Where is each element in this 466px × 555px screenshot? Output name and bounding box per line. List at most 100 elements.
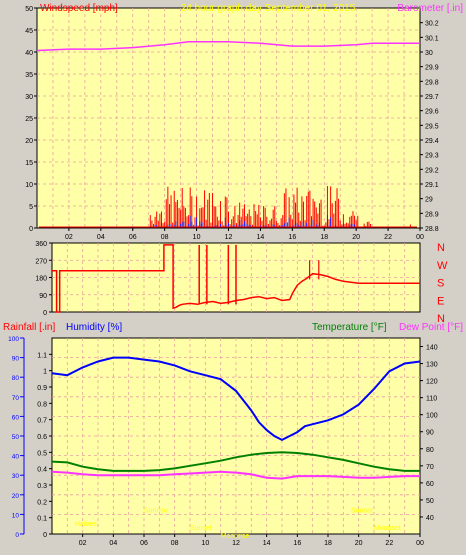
dir-tick-label: 0: [43, 310, 47, 317]
rain-tick-label: 0.6: [37, 434, 47, 441]
humidity-tick-label: 10: [12, 512, 20, 519]
x-tick-label: 08: [171, 540, 179, 547]
x-tick-label: 12: [232, 540, 240, 547]
rain-tick-label: 0.1: [37, 516, 47, 523]
astro-annotation: Sunset: [190, 525, 212, 532]
baro-tick-label: 29.8: [425, 79, 439, 86]
x-tick-label: 06: [129, 234, 137, 241]
baro-tick-label: 29.1: [425, 182, 439, 189]
baro-tick-label: 30: [425, 50, 433, 57]
x-tick-label: 14: [257, 234, 265, 241]
x-tick-label: 04: [97, 234, 105, 241]
humidity-tick-label: 100: [8, 336, 19, 343]
chart-title: 24 hour graph day September 01, 2015: [181, 3, 356, 14]
x-tick-label: 22: [385, 540, 393, 547]
rain-tick-label: 0: [43, 532, 47, 539]
barometer-line: [36, 40, 420, 52]
x-tick-label: 02: [65, 234, 73, 241]
dir-tick-label: 360: [35, 241, 47, 248]
rain-tick-label: 0.3: [37, 483, 47, 490]
humidity-tick-label: 60: [12, 414, 20, 421]
x-tick-label: 10: [193, 234, 201, 241]
baro-tick-label: 29.3: [425, 153, 439, 160]
rain-tick-label: 0.9: [37, 385, 47, 392]
x-tick-label: 16: [293, 540, 301, 547]
compass-label: E: [437, 295, 444, 307]
baro-tick-label: 29: [425, 197, 433, 204]
wind-tick-label: 10: [25, 182, 33, 189]
wind-tick-label: 45: [25, 28, 33, 35]
dewpoint-axis-title: Dew Point [°F]: [399, 322, 463, 333]
x-tick-label: 20: [355, 540, 363, 547]
rain-tick-label: 1: [43, 369, 47, 376]
astro-annotation: Moonset: [374, 525, 401, 532]
baro-tick-label: 28.9: [425, 211, 439, 218]
wind-axis-title: Windspeed [mph]: [40, 3, 118, 14]
x-tick-label: 00: [416, 234, 424, 241]
humidity-tick-label: 20: [12, 493, 20, 500]
compass-label: S: [437, 278, 444, 290]
temp-tick-label: 140: [426, 345, 438, 352]
humidity-tick-label: 30: [12, 473, 20, 480]
compass-label: N: [437, 242, 445, 254]
baro-tick-label: 29.4: [425, 138, 439, 145]
baro-tick-label: 29.2: [425, 167, 439, 174]
wind-tick-label: 35: [25, 72, 33, 79]
baro-tick-label: 29.7: [425, 94, 439, 101]
temperature-axis-title: Temperature [°F]: [312, 322, 387, 333]
temperature-line: [51, 451, 420, 472]
x-tick-label: 18: [320, 234, 328, 241]
compass-label: N: [437, 313, 445, 325]
wind-tick-label: 50: [25, 6, 33, 13]
humidity-tick-label: 80: [12, 375, 20, 382]
wind-tick-label: 0: [29, 226, 33, 233]
wind-tick-label: 5: [29, 204, 33, 211]
temp-tick-label: 50: [426, 498, 434, 505]
humidity-tick-label: 70: [12, 395, 20, 402]
astro-annotation: Sunrise: [144, 507, 168, 514]
humidity-tick-label: 40: [12, 454, 20, 461]
x-tick-label: 14: [263, 540, 271, 547]
humidity-tick-label: 50: [12, 434, 20, 441]
x-tick-label: 02: [79, 540, 87, 547]
x-tick-label: 22: [384, 234, 392, 241]
rain-tick-label: 0.4: [37, 467, 47, 474]
x-tick-label: 08: [161, 234, 169, 241]
direction-line: [52, 244, 420, 313]
baro-tick-label: 30.1: [425, 35, 439, 42]
baro-tick-label: 29.9: [425, 65, 439, 72]
temp-tick-label: 110: [426, 396, 437, 403]
rain-tick-label: 0.2: [37, 499, 47, 506]
baro-tick-label: 28.8: [425, 226, 439, 233]
astro-annotation: Moonrise: [221, 533, 250, 540]
astro-annotation: Sunset: [351, 507, 373, 514]
dir-tick-label: 270: [35, 258, 47, 265]
humidity-line: [51, 356, 421, 442]
humidity-tick-label: 90: [12, 356, 20, 363]
rainfall-axis-title: Rainfall [.in]: [3, 322, 55, 333]
humidity-tick-label: 0: [15, 532, 19, 539]
rain-tick-label: 1.1: [37, 352, 47, 359]
humidity-axis-title: Humidity [%]: [66, 322, 122, 333]
dir-tick-label: 180: [35, 276, 47, 283]
x-tick-label: 06: [140, 540, 148, 547]
temp-tick-label: 100: [426, 413, 438, 420]
temp-tick-label: 130: [426, 362, 438, 369]
rain-tick-label: 0.7: [37, 418, 47, 425]
wind-tick-label: 20: [25, 138, 33, 145]
astro-annotation: Haloes: [75, 521, 97, 528]
x-tick-label: 16: [288, 234, 296, 241]
wind-tick-label: 15: [25, 160, 33, 167]
wind-tick-label: 40: [25, 50, 33, 57]
wind-tick-label: 25: [25, 116, 33, 123]
temp-tick-label: 60: [426, 481, 434, 488]
baro-tick-label: 30.2: [425, 21, 439, 28]
rain-tick-label: 0.8: [37, 401, 47, 408]
rain-tick-label: 0.5: [37, 450, 47, 457]
compass-label: W: [437, 260, 448, 272]
temp-tick-label: 120: [426, 379, 438, 386]
baro-tick-label: 29.6: [425, 109, 439, 116]
dewpoint-line: [51, 470, 420, 480]
